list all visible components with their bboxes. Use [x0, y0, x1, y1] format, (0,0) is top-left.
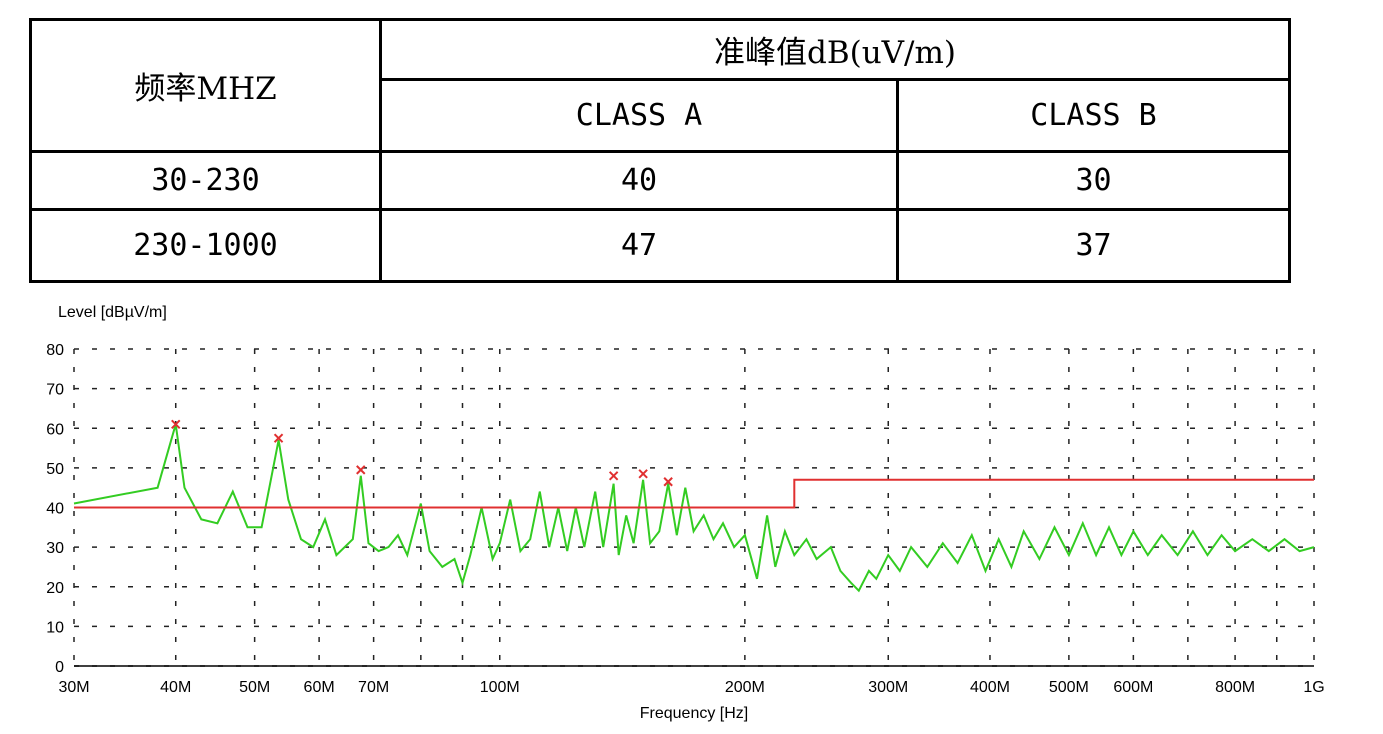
x-tick-label: 100M	[480, 679, 520, 696]
peak-marker-stroke	[638, 469, 648, 479]
y-tick-label: 20	[46, 580, 64, 597]
y-axis-title: Level [dBµV/m]	[58, 304, 167, 321]
measurement-series-line	[73, 424, 1315, 593]
peak-marker-stroke	[171, 419, 181, 429]
y-tick-label: 80	[46, 342, 64, 359]
peak-marker	[171, 419, 181, 429]
peak-marker	[273, 433, 284, 443]
row-frequency: 230-1000	[29, 208, 382, 283]
x-tick-label: 30M	[58, 679, 89, 696]
peak-marker-stroke	[608, 471, 619, 481]
x-tick-label: 300M	[868, 679, 908, 696]
x-tick-label: 60M	[304, 679, 335, 696]
row-class-a: 40	[379, 150, 899, 211]
y-tick-label: 40	[46, 501, 64, 518]
table-row: 230-1000 47 37	[29, 208, 1291, 283]
x-tick-label: 50M	[239, 679, 270, 696]
peak-marker-stroke	[273, 433, 284, 443]
x-tick-label: 200M	[725, 679, 765, 696]
header-frequency: 频率MHZ	[29, 18, 382, 153]
x-tick-label: 800M	[1215, 679, 1255, 696]
header-class-a: CLASS A	[379, 78, 899, 153]
row-class-a: 47	[379, 208, 899, 283]
peak-marker	[663, 477, 673, 487]
y-tick-label: 50	[46, 461, 64, 478]
header-quasi-peak: 准峰值dB(uV/m)	[379, 18, 1291, 81]
y-tick-label: 70	[46, 382, 64, 399]
x-axis-title: Frequency [Hz]	[640, 705, 748, 722]
limits-table: 频率MHZ 准峰值dB(uV/m) CLASS A CLASS B 30-230…	[29, 18, 1291, 283]
peak-markers	[171, 419, 673, 487]
x-tick-label: 600M	[1113, 679, 1153, 696]
peak-marker	[608, 471, 619, 481]
x-tick-label: 70M	[358, 679, 389, 696]
y-tick-label: 0	[55, 659, 64, 676]
y-axis-ticks: 0 10 20 30 40 50 60 70 80	[46, 342, 64, 676]
row-class-b: 37	[896, 208, 1291, 283]
emission-chart: Level [dBµV/m] 0 10 20 30 40 50 60 70 80 30M 40M 5…	[46, 304, 1324, 722]
peak-marker-stroke	[663, 477, 673, 487]
limit-line	[74, 478, 1314, 509]
row-class-b: 30	[896, 150, 1291, 211]
y-tick-label: 60	[46, 421, 64, 438]
x-tick-label: 400M	[970, 679, 1010, 696]
peak-marker-stroke	[356, 465, 366, 475]
header-class-b: CLASS B	[896, 78, 1291, 153]
table-row: 30-230 40 30	[29, 150, 1291, 211]
peak-marker	[638, 469, 648, 479]
row-frequency: 30-230	[29, 150, 382, 211]
x-tick-label: 1G	[1303, 679, 1324, 696]
x-tick-label: 40M	[160, 679, 191, 696]
x-axis-ticks: 30M 40M 50M 60M 70M 100M 200M 300M 400M 500M 600M 8…	[58, 679, 1324, 696]
x-tick-label: 500M	[1049, 679, 1089, 696]
grid	[73, 348, 1315, 667]
y-tick-label: 30	[46, 540, 64, 557]
y-tick-label: 10	[46, 619, 64, 636]
peak-marker	[356, 465, 366, 475]
